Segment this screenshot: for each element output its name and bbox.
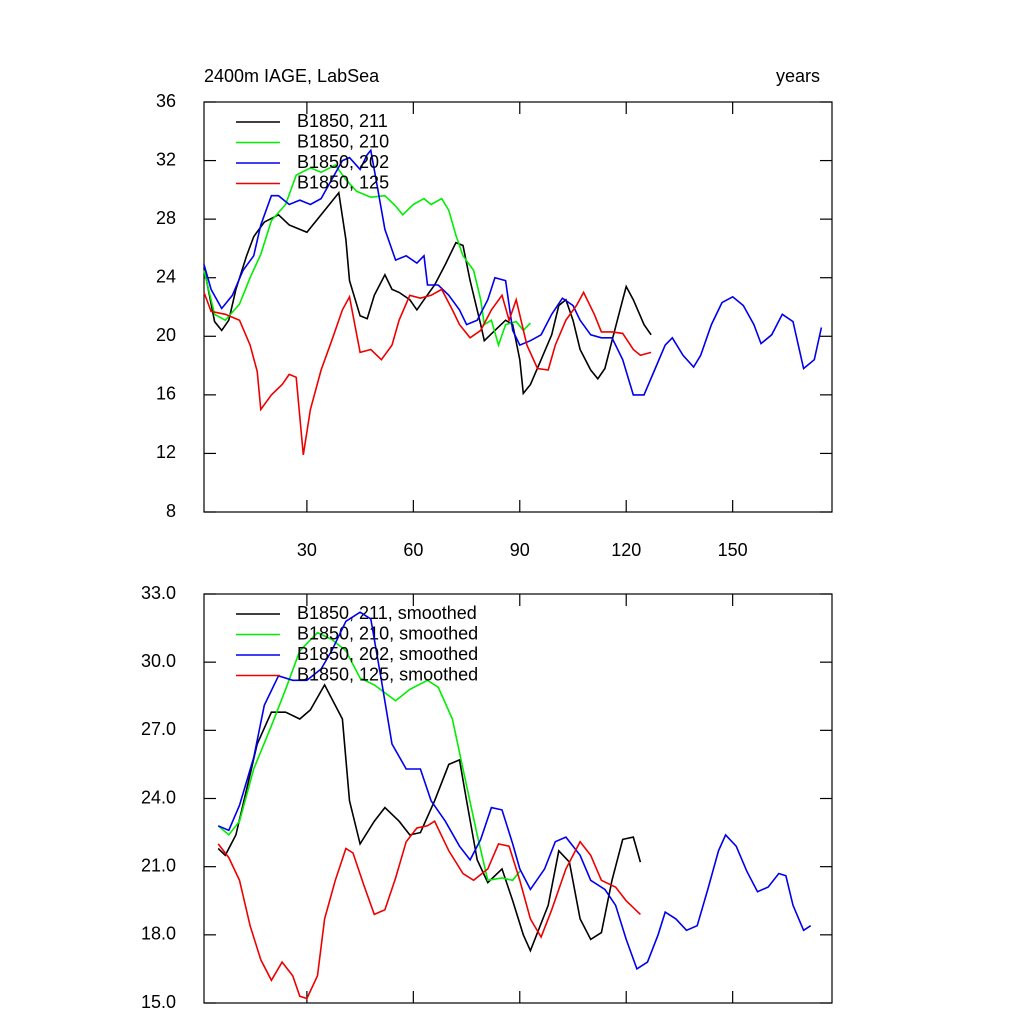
legend-label: B1850, 202, smoothed xyxy=(297,644,478,664)
y-tick-label: 27.0 xyxy=(141,719,176,739)
series-line xyxy=(203,288,652,456)
y-tick-label: 21.0 xyxy=(141,855,176,875)
series-line xyxy=(217,683,642,953)
y-tick-label: 32 xyxy=(156,149,176,169)
x-tick-label: 120 xyxy=(611,540,641,560)
legend-label: B1850, 210 xyxy=(297,131,389,151)
y-tick-label: 12 xyxy=(156,442,176,462)
y-tick-label: 15.0 xyxy=(141,992,176,1012)
x-tick-label: 30 xyxy=(297,540,317,560)
y-tick-label: 24 xyxy=(156,266,176,286)
x-tick-label: 150 xyxy=(718,540,748,560)
series-line xyxy=(203,190,652,396)
legend-label: B1850, 211, smoothed xyxy=(297,603,477,623)
y-tick-label: 30.0 xyxy=(141,651,176,671)
y-tick-label: 8 xyxy=(166,501,176,521)
y-tick-label: 28 xyxy=(156,208,176,228)
series-line xyxy=(217,631,521,882)
plot-frame xyxy=(203,101,833,513)
x-axis-label: years xyxy=(776,66,820,86)
y-tick-label: 36 xyxy=(156,91,176,111)
series-line xyxy=(217,611,812,971)
x-tick-label: 60 xyxy=(403,540,423,560)
y-tick-label: 24.0 xyxy=(141,787,176,807)
legend-label: B1850, 202 xyxy=(297,152,389,172)
chart-title: 2400m IAGE, LabSea xyxy=(204,66,380,86)
y-tick-label: 18.0 xyxy=(141,924,176,944)
series-line xyxy=(203,148,823,396)
series-line xyxy=(217,820,641,1000)
series-line xyxy=(203,163,531,348)
legend-label: B1850, 211 xyxy=(297,111,388,131)
legend-label: B1850, 210, smoothed xyxy=(297,623,478,643)
legend-label: B1850, 125 xyxy=(297,172,389,192)
y-tick-label: 20 xyxy=(156,325,176,345)
y-tick-label: 16 xyxy=(156,384,176,404)
y-tick-label: 33.0 xyxy=(141,583,176,603)
x-tick-label: 90 xyxy=(510,540,530,560)
legend-label: B1850, 125, smoothed xyxy=(297,664,478,684)
